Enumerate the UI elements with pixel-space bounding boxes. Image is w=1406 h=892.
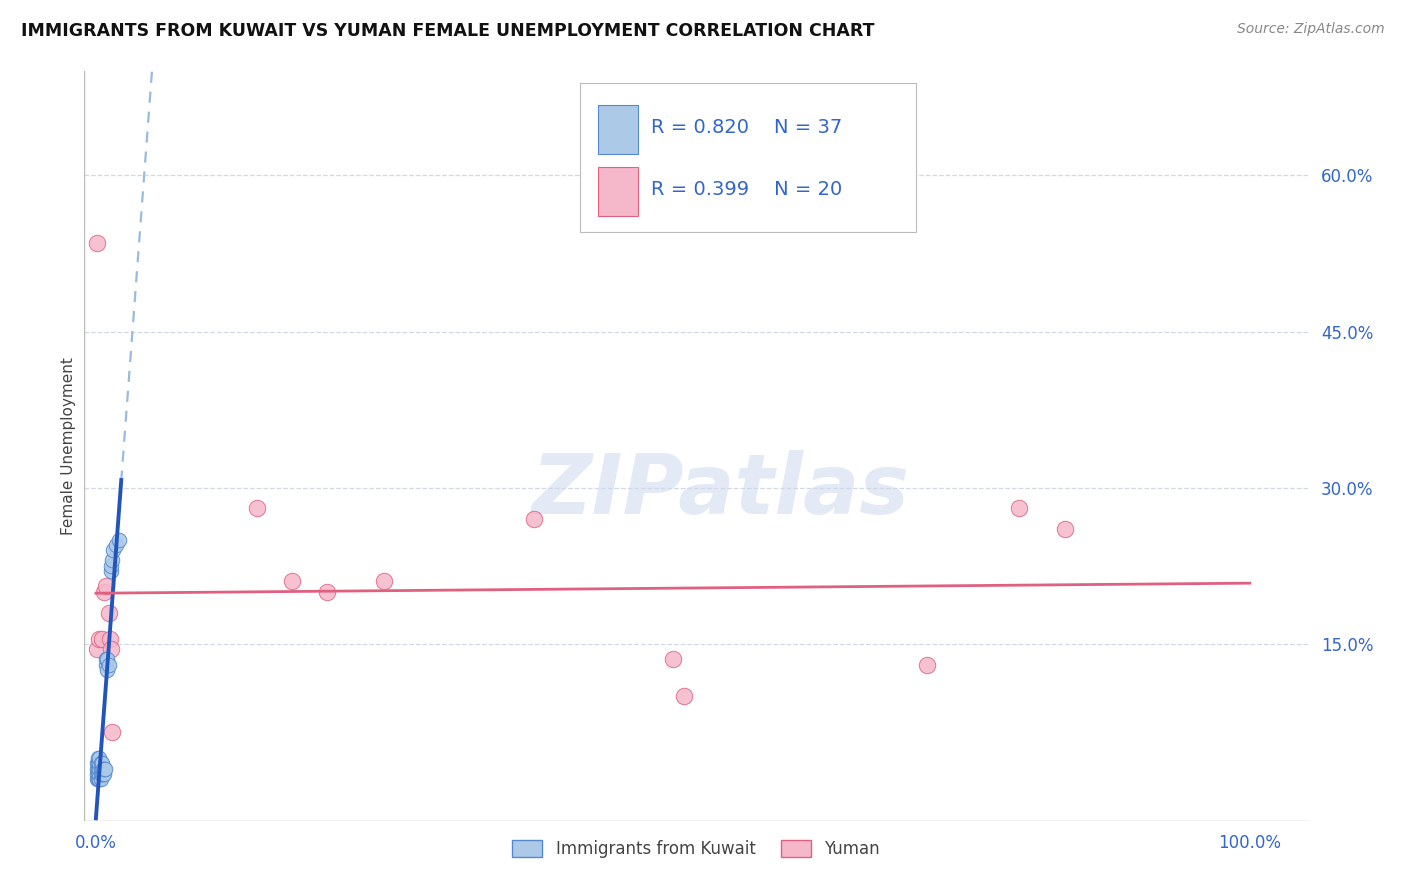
Point: [1054, 522, 1077, 536]
Text: IMMIGRANTS FROM KUWAIT VS YUMAN FEMALE UNEMPLOYMENT CORRELATION CHART: IMMIGRANTS FROM KUWAIT VS YUMAN FEMALE U…: [21, 22, 875, 40]
Point: [86, 236, 108, 251]
Point: [673, 689, 696, 703]
Point: [104, 538, 127, 552]
Point: [101, 553, 124, 567]
Point: [91, 762, 114, 776]
Point: [915, 657, 938, 672]
Point: [89, 762, 111, 776]
Point: [100, 558, 122, 573]
Point: [108, 533, 131, 547]
Point: [90, 632, 112, 646]
Point: [315, 584, 337, 599]
Point: [96, 652, 118, 666]
Point: [89, 632, 111, 646]
Point: [87, 772, 110, 786]
Text: Source: ZipAtlas.com: Source: ZipAtlas.com: [1237, 22, 1385, 37]
Point: [87, 756, 110, 771]
Point: [86, 756, 108, 771]
Point: [103, 543, 125, 558]
Point: [89, 772, 111, 786]
Point: [87, 751, 110, 765]
Point: [101, 725, 124, 739]
Point: [96, 580, 118, 594]
Point: [281, 574, 304, 589]
Point: [89, 767, 111, 781]
Point: [90, 767, 112, 781]
Y-axis label: Female Unemployment: Female Unemployment: [60, 357, 76, 535]
Point: [246, 501, 269, 516]
Point: [96, 663, 118, 677]
Text: R = 0.399    N = 20: R = 0.399 N = 20: [651, 180, 842, 199]
Point: [89, 772, 111, 786]
Point: [86, 762, 108, 776]
FancyBboxPatch shape: [598, 168, 638, 216]
Point: [94, 762, 117, 776]
FancyBboxPatch shape: [598, 105, 638, 153]
Point: [87, 762, 110, 776]
Point: [89, 756, 111, 771]
Point: [93, 584, 115, 599]
Point: [90, 762, 112, 776]
Point: [373, 574, 395, 589]
Point: [89, 751, 111, 765]
Point: [91, 767, 114, 781]
Point: [100, 642, 122, 657]
Legend: Immigrants from Kuwait, Yuman: Immigrants from Kuwait, Yuman: [506, 833, 886, 864]
Point: [89, 756, 111, 771]
Point: [86, 772, 108, 786]
Point: [96, 657, 118, 672]
Point: [97, 606, 120, 620]
Point: [97, 657, 120, 672]
Point: [100, 564, 122, 578]
Point: [96, 652, 118, 666]
Point: [523, 512, 546, 526]
Text: R = 0.820    N = 37: R = 0.820 N = 37: [651, 118, 842, 137]
Point: [90, 756, 112, 771]
Point: [93, 767, 115, 781]
Text: ZIPatlas: ZIPatlas: [531, 450, 910, 532]
Point: [98, 632, 121, 646]
Point: [86, 767, 108, 781]
Point: [89, 762, 111, 776]
Point: [86, 642, 108, 657]
Point: [662, 652, 685, 666]
FancyBboxPatch shape: [579, 83, 917, 233]
Point: [89, 767, 111, 781]
Point: [93, 762, 115, 776]
Point: [1008, 501, 1031, 516]
Point: [87, 767, 110, 781]
